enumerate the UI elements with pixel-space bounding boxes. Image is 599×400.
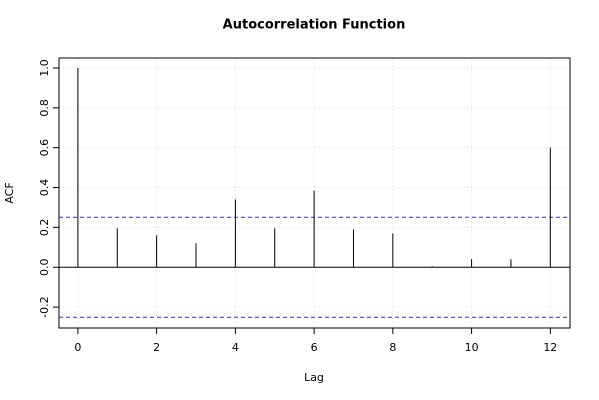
y-tick-label: 0.2 bbox=[38, 219, 51, 237]
y-tick-label: 0.6 bbox=[38, 139, 51, 157]
x-tick-label: 0 bbox=[74, 341, 81, 354]
y-tick-label: 0.4 bbox=[38, 179, 51, 197]
y-tick-label: 1.0 bbox=[38, 59, 51, 77]
y-tick-label: 0.0 bbox=[38, 258, 51, 276]
chart-title: Autocorrelation Function bbox=[223, 18, 406, 33]
plot-frame bbox=[58, 57, 571, 329]
x-tick-label: 6 bbox=[311, 341, 318, 354]
y-tick-label: -0.2 bbox=[38, 296, 51, 317]
x-tick-label: 2 bbox=[153, 341, 160, 354]
x-tick-label: 4 bbox=[232, 341, 239, 354]
y-axis-label: ACF bbox=[3, 182, 16, 203]
x-tick-label: 12 bbox=[543, 341, 557, 354]
y-tick-label: 0.8 bbox=[38, 99, 51, 117]
x-tick-label: 10 bbox=[465, 341, 479, 354]
x-axis-label: Lag bbox=[304, 371, 324, 384]
x-tick-label: 8 bbox=[389, 341, 396, 354]
